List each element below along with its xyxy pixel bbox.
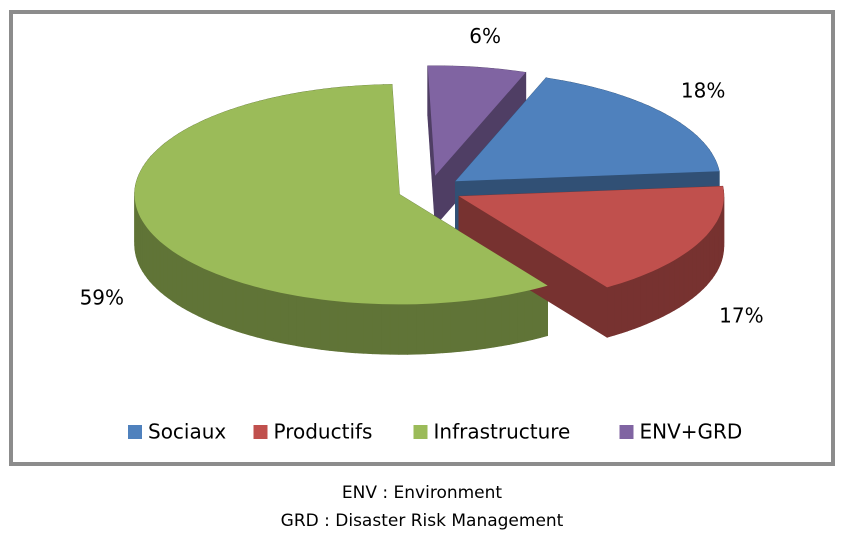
slice-side (355, 302, 365, 354)
slice-side (663, 262, 670, 317)
slice-side (442, 301, 452, 354)
legend-label: Infrastructure (434, 420, 571, 444)
slice-side (407, 303, 417, 355)
slice-side (176, 253, 183, 308)
slice-side (156, 237, 161, 293)
slice-side (149, 230, 154, 286)
slice-side (524, 289, 534, 342)
slice-side (709, 227, 713, 283)
slice-side (501, 294, 510, 347)
slice-side (186, 259, 193, 314)
slice-side (192, 262, 199, 317)
slice-side (433, 302, 443, 354)
slice-side (696, 241, 701, 296)
note: GRD : Disaster Risk Management (281, 511, 564, 531)
slice-side (652, 268, 659, 322)
slice-side (517, 290, 526, 344)
slice-side (606, 284, 615, 338)
slice-side (304, 296, 314, 349)
slice-side (683, 250, 689, 305)
slice-side (398, 304, 408, 355)
slice-side (416, 303, 426, 355)
slice-side (209, 270, 217, 325)
slice-side (222, 275, 230, 330)
slice-side (627, 278, 635, 332)
slice-side (146, 227, 151, 283)
slice-side (633, 275, 641, 330)
slice-side (296, 295, 305, 348)
slice-side (329, 300, 339, 352)
slice-side (250, 284, 258, 338)
legend-label: Sociaux (148, 420, 226, 444)
data-label: 6% (469, 24, 501, 48)
slice-side (197, 265, 205, 320)
slice-side (235, 280, 244, 334)
legend-swatch (619, 425, 634, 439)
data-label: 17% (719, 303, 763, 327)
slice (134, 84, 548, 305)
slice-side (142, 219, 145, 276)
slice-side (272, 290, 281, 344)
slice-side (714, 220, 718, 277)
slice-side (450, 301, 461, 353)
slice-side (181, 256, 188, 311)
slice-side (312, 297, 322, 350)
slice-side (172, 250, 178, 305)
slice-side (646, 270, 653, 325)
legend-swatch (253, 425, 268, 439)
slice-side (699, 237, 704, 293)
slice-side (167, 247, 173, 302)
slice-side (229, 278, 237, 332)
slice-side (203, 268, 211, 322)
slice-side (706, 230, 710, 287)
slice-side (257, 286, 266, 340)
slice-side (264, 288, 274, 342)
slice-side (679, 253, 685, 308)
slice-side (363, 303, 373, 355)
legend-label: ENV+GRD (640, 420, 743, 444)
slice-side (163, 244, 169, 299)
slice-side (688, 247, 693, 302)
slice (455, 77, 720, 182)
slice-side (152, 234, 157, 289)
slice-side (216, 273, 223, 327)
slice (458, 186, 724, 288)
slice-side (613, 282, 622, 336)
slice (427, 65, 526, 176)
slice-side (288, 293, 297, 347)
slice-side (459, 300, 469, 352)
slice-side (337, 301, 347, 353)
slice-side (493, 295, 502, 348)
slice-side (242, 282, 251, 336)
slice-side (320, 299, 330, 351)
slice-side (389, 303, 400, 355)
slice-side (381, 303, 391, 355)
slice-side (144, 223, 148, 279)
slice-side (476, 298, 486, 350)
slice-side (484, 296, 494, 349)
slice-side (640, 273, 647, 327)
slice-side (658, 265, 665, 320)
slice-side (468, 299, 477, 351)
slice-side (346, 301, 356, 354)
slice-side (620, 280, 628, 334)
note: ENV : Environment (342, 483, 503, 503)
legend-swatch (413, 425, 428, 439)
slice-side (372, 303, 382, 355)
slice-side (159, 240, 165, 296)
slice-side (692, 244, 697, 299)
legend-swatch (128, 425, 142, 439)
slice-side (703, 234, 707, 290)
slice-side (712, 224, 715, 280)
data-label: 59% (80, 286, 124, 310)
slice-side (424, 303, 435, 355)
slice-side (509, 292, 518, 345)
slice-side (669, 259, 675, 314)
slice-side (674, 256, 680, 311)
legend-label: Productifs (274, 420, 373, 444)
data-label: 18% (681, 79, 725, 103)
slice-side (280, 292, 289, 345)
